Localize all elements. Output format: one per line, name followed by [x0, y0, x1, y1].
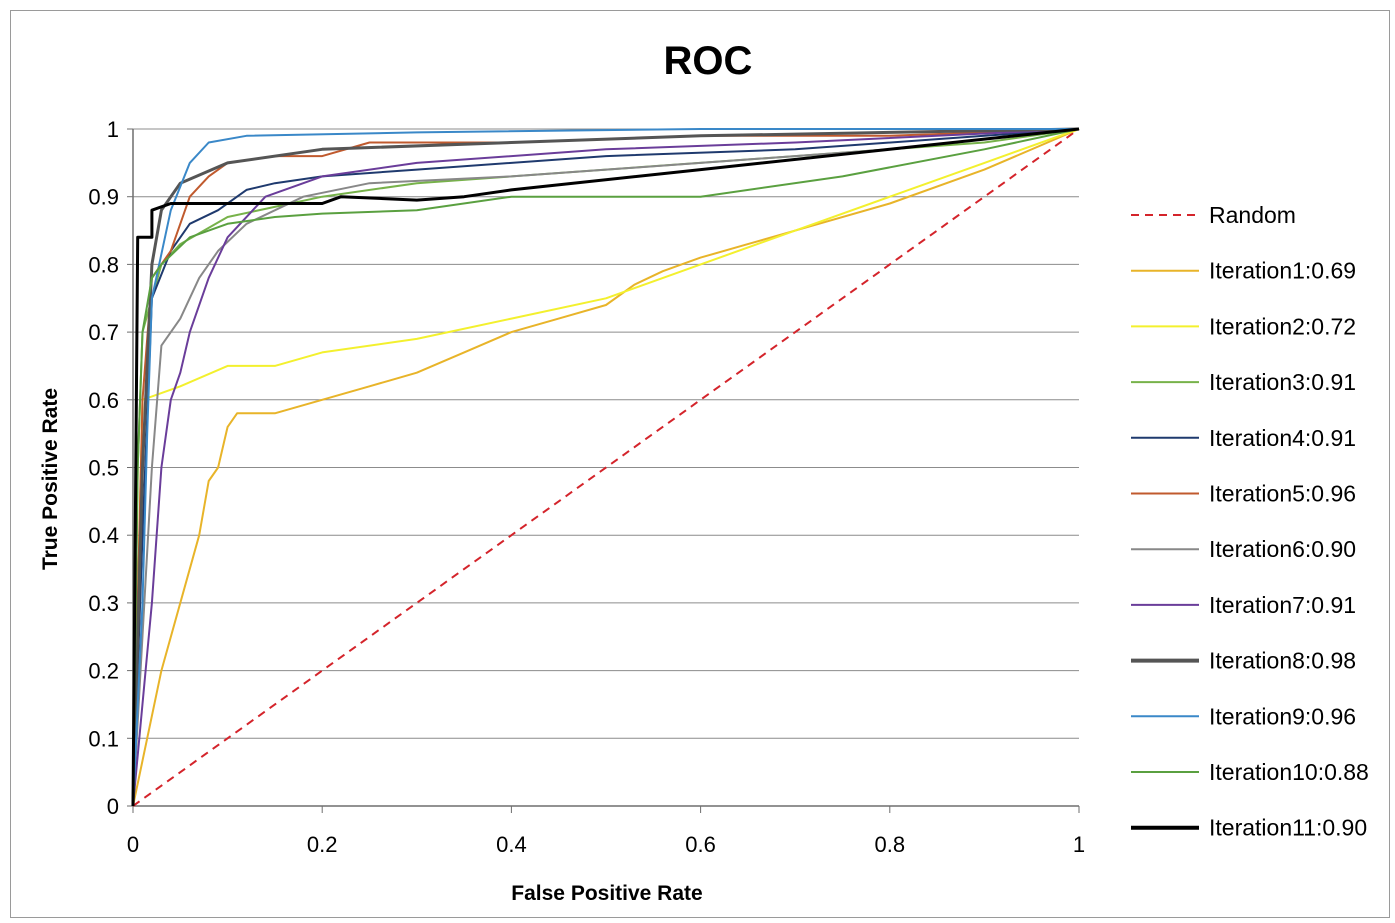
y-tick-label-8: 0.8 [88, 252, 119, 277]
legend-label-8: Iteration8:0.98 [1209, 648, 1356, 674]
legend-label-0: Random [1209, 202, 1296, 228]
y-tick-label-6: 0.6 [88, 388, 119, 413]
y-tick-label-2: 0.2 [88, 659, 119, 684]
x-tick-label-5: 1 [1073, 832, 1085, 857]
y-tick-labels: 0 0.1 0.2 0.3 0.4 0.5 0.6 0.7 0.8 0.9 1 [88, 117, 119, 819]
series-line-4 [132, 128, 1080, 807]
y-tick-label-10: 1 [107, 117, 119, 142]
series-line-8 [131, 127, 1080, 807]
x-tick-label-3: 0.6 [685, 832, 716, 857]
legend-label-6: Iteration6:0.90 [1209, 536, 1356, 562]
x-axis-title: False Positive Rate [511, 882, 702, 905]
y-tick-label-9: 0.9 [88, 185, 119, 210]
x-tick-labels: 0 0.2 0.4 0.6 0.8 1 [127, 832, 1085, 857]
y-tick-label-0: 0 [107, 794, 119, 819]
legend: Random Iteration1:0.69 Iteration2:0.72 Iter… [1131, 202, 1369, 841]
legend-label-9: Iteration9:0.96 [1209, 703, 1356, 729]
legend-label-4: Iteration4:0.91 [1209, 425, 1356, 451]
series-line-9 [132, 128, 1079, 807]
legend-label-1: Iteration1:0.69 [1209, 258, 1356, 284]
y-tick-label-3: 0.3 [88, 591, 119, 616]
x-tick-label-2: 0.4 [496, 832, 527, 857]
x-tick-label-0: 0 [127, 832, 139, 857]
y-tick-label-4: 0.4 [88, 523, 119, 548]
series-lines [131, 127, 1080, 807]
series-line-11 [131, 127, 1080, 807]
roc-chart: ROC False Positive Rate True Positive Ra… [39, 39, 1369, 905]
series-line-2 [132, 128, 1080, 807]
y-tick-label-5: 0.5 [88, 456, 119, 481]
legend-label-11: Iteration11:0.90 [1209, 815, 1367, 841]
y-tick-label-7: 0.7 [88, 320, 119, 345]
legend-label-3: Iteration3:0.91 [1209, 369, 1356, 395]
legend-label-10: Iteration10:0.88 [1209, 759, 1369, 785]
legend-label-7: Iteration7:0.91 [1209, 592, 1356, 618]
series-line-7 [132, 128, 1080, 807]
x-tick-label-4: 0.8 [875, 832, 906, 857]
legend-label-5: Iteration5:0.96 [1209, 481, 1356, 507]
x-tick-label-1: 0.2 [307, 832, 338, 857]
series-line-0 [132, 128, 1080, 807]
series-line-1 [132, 128, 1080, 807]
y-axis-title: True Positive Rate [39, 388, 62, 570]
y-tick-label-1: 0.1 [88, 726, 119, 751]
gridlines [133, 128, 1079, 739]
series-line-10 [132, 128, 1080, 807]
chart-frame: ROC False Positive Rate True Positive Ra… [10, 10, 1390, 918]
chart-title: ROC [664, 39, 753, 83]
series-line-6 [132, 128, 1080, 807]
legend-label-2: Iteration2:0.72 [1209, 313, 1356, 339]
